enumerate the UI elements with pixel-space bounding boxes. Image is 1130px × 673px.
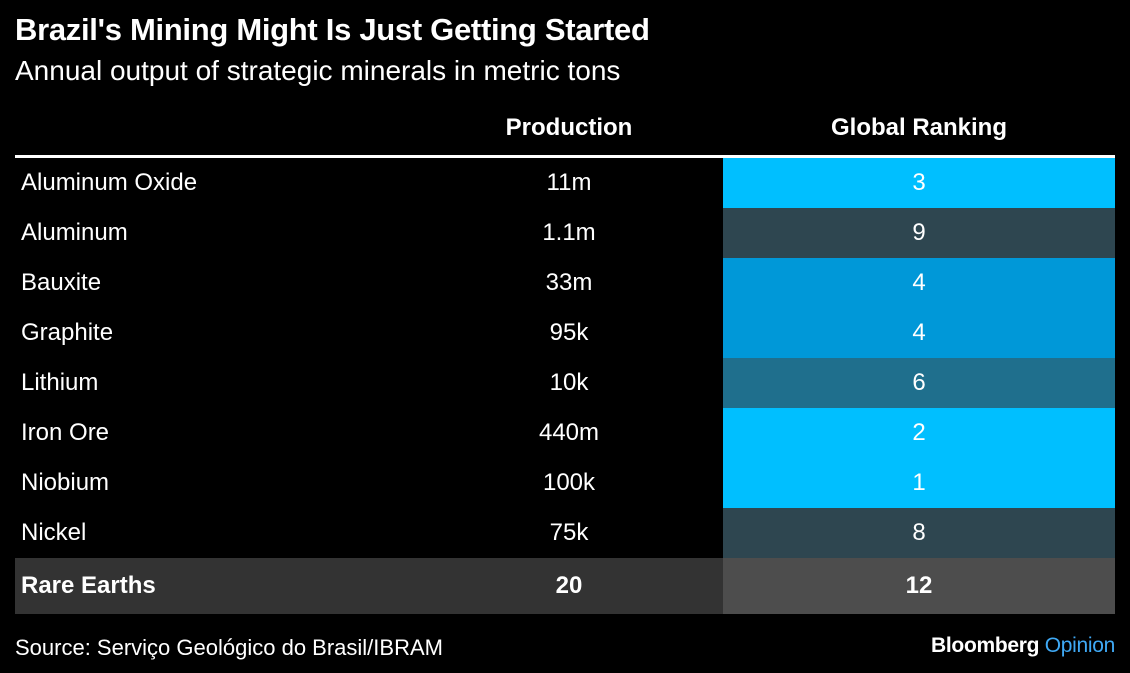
mineral-name: Aluminum — [21, 219, 128, 246]
table-row: Niobium 100k 1 — [15, 458, 1115, 508]
production-value: 10k — [549, 369, 589, 396]
global-ranking-cell: 6 — [723, 358, 1115, 408]
header-rule — [15, 155, 1115, 158]
global-ranking-cell: 8 — [723, 508, 1115, 558]
mineral-name: Bauxite — [21, 269, 102, 296]
mineral-name: Rare Earths — [21, 572, 156, 599]
table-row: Rare Earths 20 12 — [15, 558, 1115, 614]
column-header-global-ranking: Global Ranking — [830, 114, 1007, 141]
mineral-name: Iron Ore — [21, 419, 110, 446]
production-value: 11m — [546, 169, 592, 196]
global-ranking-cell: 4 — [723, 258, 1115, 308]
mineral-name: Lithium — [21, 369, 99, 396]
production-value: 95k — [549, 319, 589, 346]
column-header-production: Production — [505, 114, 633, 141]
production-value: 75k — [549, 519, 589, 546]
production-value: 33m — [545, 269, 593, 296]
global-ranking-cell: 2 — [723, 408, 1115, 458]
table-row: Bauxite 33m 4 — [15, 258, 1115, 308]
brand-name: Bloomberg — [931, 634, 1040, 657]
production-value: 20 — [555, 572, 583, 599]
brand-section: Opinion — [1044, 634, 1116, 657]
production-value: 100k — [542, 469, 596, 496]
mineral-name: Graphite — [21, 319, 114, 346]
minerals-table: Aluminum Oxide 11m 3 Aluminum 1.1m 9 Bauxite 33… — [15, 158, 1115, 614]
production-value: 440m — [538, 419, 600, 446]
chart-subtitle: Annual output of strategic minerals in m… — [15, 55, 621, 86]
global-ranking-cell: 4 — [723, 308, 1115, 358]
table-row: Graphite 95k 4 — [15, 308, 1115, 358]
table-row: Aluminum Oxide 11m 3 — [15, 158, 1115, 208]
mineral-name: Aluminum Oxide — [21, 169, 198, 196]
source-note: Source: Serviço Geológico do Brasil/IBRA… — [15, 635, 443, 660]
production-value: 1.1m — [542, 219, 596, 246]
bloomberg-opinion-logo: Bloomberg Opinion — [931, 634, 1115, 658]
mineral-name: Niobium — [21, 469, 110, 496]
global-ranking-cell: 3 — [723, 158, 1115, 208]
global-ranking-cell: 9 — [723, 208, 1115, 258]
table-row: Nickel 75k 8 — [15, 508, 1115, 558]
chart-title: Brazil's Mining Might Is Just Getting St… — [15, 12, 650, 47]
table-row: Iron Ore 440m 2 — [15, 408, 1115, 458]
mineral-name: Nickel — [21, 519, 87, 546]
table-row: Lithium 10k 6 — [15, 358, 1115, 408]
global-ranking-cell: 12 — [723, 558, 1115, 614]
table-row: Aluminum 1.1m 9 — [15, 208, 1115, 258]
global-ranking-cell: 1 — [723, 458, 1115, 508]
